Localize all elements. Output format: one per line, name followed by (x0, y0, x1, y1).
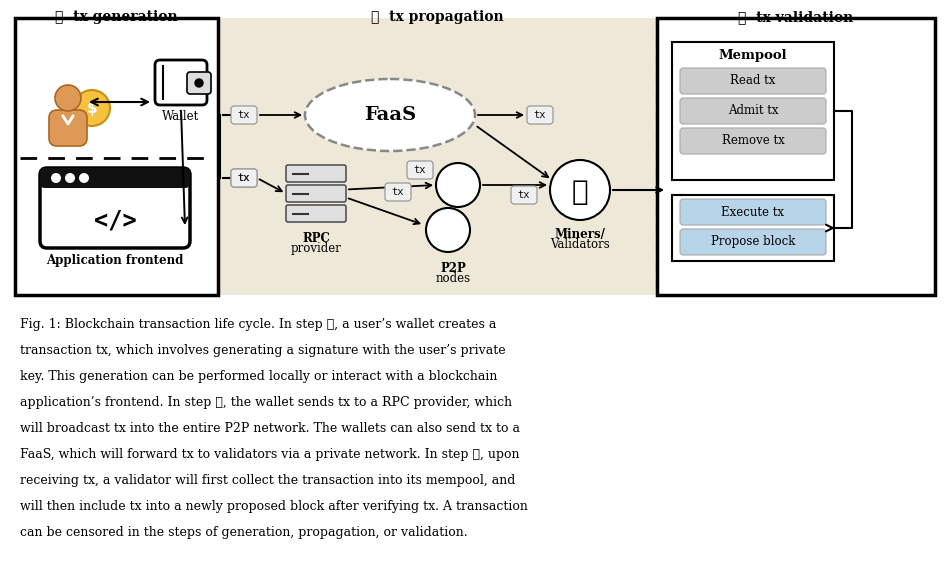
Circle shape (55, 85, 81, 111)
Circle shape (195, 79, 203, 87)
Text: will broadcast tx into the entire P2P network. The wallets can also send tx to a: will broadcast tx into the entire P2P ne… (20, 422, 520, 435)
Text: Admit tx: Admit tx (728, 105, 778, 118)
FancyBboxPatch shape (40, 168, 190, 188)
Text: Propose block: Propose block (711, 235, 795, 248)
Text: tx: tx (238, 173, 250, 183)
FancyBboxPatch shape (385, 183, 411, 201)
Text: key. This generation can be performed locally or interact with a blockchain: key. This generation can be performed lo… (20, 370, 498, 383)
Text: Miners/: Miners/ (555, 228, 606, 241)
Text: </>: </> (94, 208, 137, 232)
FancyBboxPatch shape (407, 161, 433, 179)
Text: P2P: P2P (440, 262, 465, 275)
Text: tx: tx (518, 190, 530, 200)
Text: application’s frontend. In step ❷, the wallet sends tx to a RPC provider, which: application’s frontend. In step ❷, the w… (20, 396, 512, 409)
FancyBboxPatch shape (527, 106, 553, 124)
Text: provider: provider (291, 242, 341, 255)
Text: nodes: nodes (435, 272, 470, 285)
FancyBboxPatch shape (40, 168, 190, 248)
Text: receiving tx, a validator will first collect the transaction into its mempool, a: receiving tx, a validator will first col… (20, 474, 516, 487)
Bar (672, 42, 834, 180)
Bar (218, 18, 657, 295)
Text: Validators: Validators (550, 238, 610, 251)
Circle shape (550, 160, 610, 220)
FancyBboxPatch shape (231, 169, 257, 187)
Text: transaction tx, which involves generating a signature with the user’s private: transaction tx, which involves generatin… (20, 344, 505, 357)
Text: tx: tx (534, 110, 546, 120)
Text: FaaS: FaaS (364, 106, 416, 124)
Bar (672, 195, 834, 261)
FancyBboxPatch shape (680, 98, 826, 124)
Text: tx: tx (413, 165, 427, 175)
FancyBboxPatch shape (187, 72, 211, 94)
Circle shape (65, 173, 75, 183)
FancyBboxPatch shape (680, 128, 826, 154)
FancyBboxPatch shape (680, 229, 826, 255)
Text: Execute tx: Execute tx (721, 205, 785, 218)
Text: ❸  tx validation: ❸ tx validation (738, 10, 853, 24)
Text: Mempool: Mempool (719, 50, 787, 62)
Text: $: $ (86, 101, 98, 115)
FancyBboxPatch shape (286, 185, 346, 202)
Text: FaaS, which will forward tx to validators via a private network. In step ❸, upon: FaaS, which will forward tx to validator… (20, 448, 520, 461)
Text: ⛏: ⛏ (572, 178, 589, 206)
Circle shape (426, 208, 470, 252)
FancyBboxPatch shape (680, 68, 826, 94)
FancyBboxPatch shape (680, 199, 826, 225)
FancyBboxPatch shape (231, 169, 257, 187)
Text: ❶  tx generation: ❶ tx generation (55, 10, 178, 24)
Text: RPC: RPC (302, 232, 330, 245)
Bar (15, 18, 218, 295)
Text: Application frontend: Application frontend (46, 254, 184, 267)
Text: Remove tx: Remove tx (721, 135, 784, 148)
Text: can be censored in the steps of generation, propagation, or validation.: can be censored in the steps of generati… (20, 526, 467, 539)
Text: tx: tx (238, 173, 250, 183)
Circle shape (51, 173, 61, 183)
FancyBboxPatch shape (231, 106, 257, 124)
Ellipse shape (305, 79, 475, 151)
Circle shape (436, 163, 480, 207)
Text: Read tx: Read tx (730, 74, 775, 87)
Text: ❷  tx propagation: ❷ tx propagation (372, 10, 503, 24)
Circle shape (79, 173, 89, 183)
FancyBboxPatch shape (286, 205, 346, 222)
Text: will then include tx into a newly proposed block after verifying tx. A transacti: will then include tx into a newly propos… (20, 500, 528, 513)
Text: Fig. 1: Blockchain transaction life cycle. In step ❶, a user’s wallet creates a: Fig. 1: Blockchain transaction life cycl… (20, 318, 497, 331)
Bar (657, 18, 935, 295)
FancyBboxPatch shape (49, 110, 87, 146)
Text: tx: tx (392, 187, 404, 197)
FancyBboxPatch shape (511, 186, 537, 204)
Text: tx: tx (238, 110, 250, 120)
Text: Wallet: Wallet (162, 110, 200, 123)
Circle shape (74, 90, 110, 126)
FancyBboxPatch shape (155, 60, 207, 105)
FancyBboxPatch shape (286, 165, 346, 182)
